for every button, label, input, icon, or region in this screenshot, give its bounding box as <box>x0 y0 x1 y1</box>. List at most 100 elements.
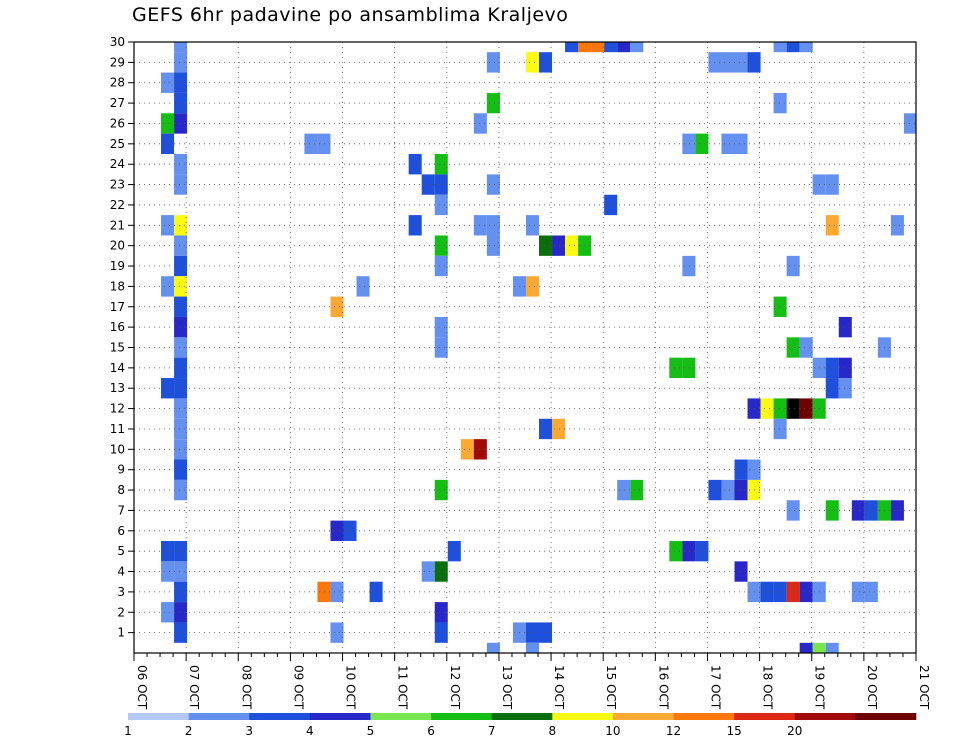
heat-cell <box>434 235 448 256</box>
heat-cell <box>734 133 748 155</box>
heat-cell <box>473 439 487 460</box>
heat-cell <box>617 479 631 501</box>
heat-cell <box>174 215 188 236</box>
heat-cell <box>356 276 370 297</box>
heat-cell <box>161 113 175 134</box>
heat-cell <box>434 622 448 643</box>
heat-cell <box>669 540 683 562</box>
y-tick-label: 9 <box>117 463 125 477</box>
heat-cell <box>760 581 774 603</box>
heat-cell <box>434 194 448 216</box>
heat-cell <box>734 459 748 480</box>
heat-cell <box>578 42 592 53</box>
heat-cell <box>760 398 774 419</box>
y-tick-label: 24 <box>110 157 125 171</box>
y-tick-label: 15 <box>110 341 125 355</box>
heat-cell <box>434 316 448 338</box>
y-tick-label: 7 <box>117 503 125 517</box>
y-tick-label: 13 <box>110 381 125 395</box>
legend-swatch <box>552 713 614 720</box>
heat-cell <box>161 133 175 155</box>
x-axis: 06 OCT 07 OCT 08 OCT 09 OCT 10 OCT 11 OCT 12 O… <box>133 653 931 710</box>
heat-cell <box>734 52 748 73</box>
legend-swatch <box>188 713 250 720</box>
heat-cell <box>174 418 188 440</box>
heat-cell <box>343 520 357 541</box>
legend-label: 20 <box>787 724 802 738</box>
heat-cell <box>174 255 188 277</box>
heat-cell <box>682 133 696 155</box>
heat-cell <box>330 581 344 603</box>
y-tick-label: 16 <box>110 320 125 334</box>
heat-cell <box>174 602 188 623</box>
heat-cell <box>174 72 188 93</box>
heat-cell <box>330 296 344 317</box>
heat-cell <box>174 540 188 562</box>
legend-label: 2 <box>185 724 193 738</box>
legend-swatch <box>128 713 189 720</box>
x-tick-label: 06 OCT <box>135 665 149 710</box>
heat-cell <box>408 154 422 175</box>
heat-cell <box>539 235 553 256</box>
heat-cell <box>786 398 800 419</box>
heat-cell <box>617 42 631 53</box>
heat-cell <box>539 52 553 73</box>
heat-cell <box>174 316 188 338</box>
x-tick-label: 12 OCT <box>448 665 462 710</box>
y-tick-label: 8 <box>117 483 125 497</box>
heat-cell <box>539 622 553 643</box>
y-tick-label: 2 <box>117 605 125 619</box>
heat-cell <box>473 215 487 236</box>
heat-cell <box>786 581 800 603</box>
heat-cell <box>174 235 188 256</box>
heat-cell <box>174 52 188 73</box>
heat-cell <box>682 357 696 379</box>
heat-cell <box>721 52 735 73</box>
heat-cell <box>799 581 813 603</box>
heat-cell <box>825 378 839 399</box>
legend-swatch <box>734 713 796 720</box>
heat-cell <box>369 581 383 603</box>
y-tick-label: 30 <box>110 35 125 49</box>
y-axis: 1234567891011121314151617181920212223242… <box>110 35 134 640</box>
heat-cell <box>773 42 787 53</box>
y-tick-label: 11 <box>110 422 125 436</box>
legend-label: 3 <box>245 724 253 738</box>
heat-cell <box>161 215 175 236</box>
heat-cell <box>434 174 448 195</box>
y-tick-label: 14 <box>110 361 125 375</box>
y-tick-label: 23 <box>110 178 125 192</box>
legend-swatch <box>491 713 553 720</box>
heat-cell <box>174 459 188 480</box>
heat-cell <box>434 255 448 277</box>
heat-cell <box>864 500 878 521</box>
legend-label: 8 <box>548 724 556 738</box>
heat-cell <box>812 642 826 653</box>
heat-cell <box>838 357 852 379</box>
heat-cell <box>825 357 839 379</box>
y-tick-label: 25 <box>110 137 125 151</box>
heat-cell <box>773 418 787 440</box>
heat-cell <box>695 540 709 562</box>
heat-cell <box>434 561 448 582</box>
heat-cell <box>174 479 188 501</box>
heat-cell <box>591 42 605 53</box>
x-tick-label: 14 OCT <box>552 665 566 710</box>
heat-cell <box>460 439 474 460</box>
legend-swatch <box>855 713 917 720</box>
y-tick-label: 28 <box>110 76 125 90</box>
heat-cell <box>890 215 904 236</box>
heat-cell <box>682 540 696 562</box>
heat-cell <box>486 235 500 256</box>
heat-cell <box>161 276 175 297</box>
x-tick-label: 08 OCT <box>239 665 253 710</box>
heat-cell <box>161 540 175 562</box>
x-tick-label: 11 OCT <box>396 665 410 710</box>
heat-cell <box>786 337 800 358</box>
x-tick-label: 16 OCT <box>656 665 670 710</box>
y-tick-label: 1 <box>117 626 125 640</box>
heat-cell <box>786 42 800 53</box>
heat-cell <box>486 642 500 653</box>
heat-cell <box>317 133 331 155</box>
